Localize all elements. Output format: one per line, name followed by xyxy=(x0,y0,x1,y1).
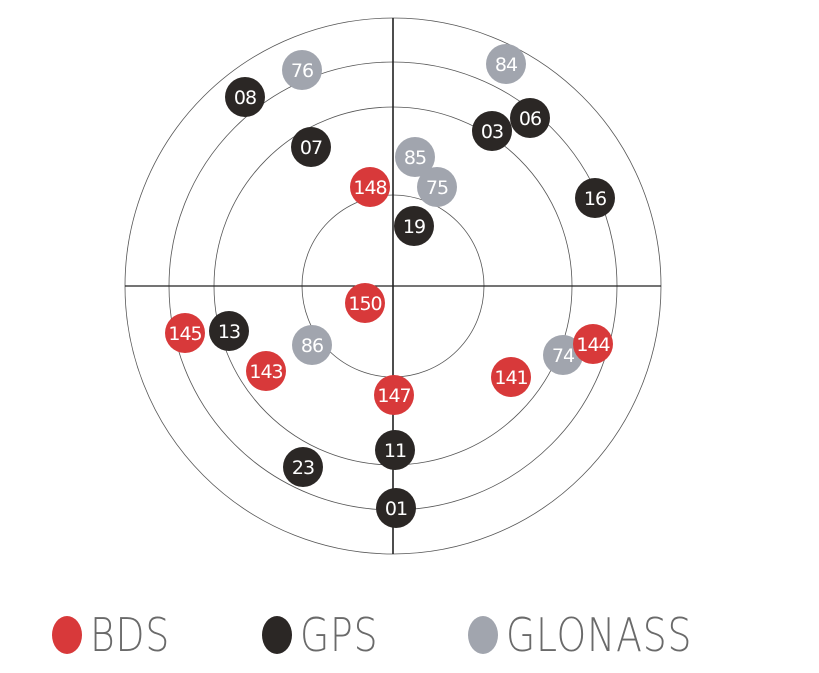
satellite-label: 19 xyxy=(403,216,425,238)
satellite-bds-143: 143 xyxy=(246,351,286,391)
satellite-marker xyxy=(246,351,286,391)
satellite-label: 23 xyxy=(292,457,314,479)
satellite-gps-03: 03 xyxy=(472,111,512,151)
satellite-marker xyxy=(350,167,390,207)
satellite-label: 07 xyxy=(300,137,322,159)
satellite-label: 06 xyxy=(519,108,541,130)
satellite-label: 74 xyxy=(552,345,575,367)
satellite-marker xyxy=(376,488,416,528)
legend-label: GPS xyxy=(300,608,379,662)
satellite-label: 141 xyxy=(494,367,527,389)
satellite-marker xyxy=(394,206,434,246)
satellite-label: 11 xyxy=(384,440,406,462)
satellite-label: 144 xyxy=(576,334,610,356)
satellite-glonass-75: 75 xyxy=(417,167,457,207)
satellite-marker xyxy=(225,77,265,117)
bds-dot-icon xyxy=(52,616,82,654)
satellite-marker xyxy=(282,50,322,90)
satellite-gps-16: 16 xyxy=(575,178,615,218)
satellite-bds-144: 144 xyxy=(573,324,613,364)
satellite-bds-145: 145 xyxy=(165,313,205,353)
satellite-gps-08: 08 xyxy=(225,77,265,117)
satellite-label: 13 xyxy=(218,321,240,343)
legend-item-glonass: GLONASS xyxy=(468,605,733,665)
satellite-glonass-76: 76 xyxy=(282,50,322,90)
satellite-gps-13: 13 xyxy=(209,311,249,351)
satellite-marker xyxy=(491,357,531,397)
satellite-marker xyxy=(575,178,615,218)
satellite-marker xyxy=(486,44,526,84)
legend-label: BDS xyxy=(90,608,171,662)
satellite-marker xyxy=(510,98,550,138)
glonass-dot-icon xyxy=(468,616,498,654)
satellite-label: 85 xyxy=(404,147,426,169)
legend-label: GLONASS xyxy=(506,608,693,662)
satellite-label: 03 xyxy=(481,121,503,143)
gps-dot-icon xyxy=(262,616,292,654)
satellite-label: 145 xyxy=(168,323,201,345)
satellite-marker xyxy=(375,430,415,470)
satellite-label: 75 xyxy=(426,177,448,199)
satellite-bds-150: 150 xyxy=(345,283,385,323)
satellite-bds-148: 148 xyxy=(350,167,390,207)
satellite-label: 86 xyxy=(301,335,323,357)
satellite-marker xyxy=(417,167,457,207)
satellite-label: 148 xyxy=(353,177,386,199)
satellite-label: 01 xyxy=(385,498,407,520)
satellite-bds-141: 141 xyxy=(491,357,531,397)
legend: BDS GPS GLONASS xyxy=(0,605,819,665)
satellite-glonass-74: 74 xyxy=(543,335,583,375)
satellite-label: 84 xyxy=(495,54,518,76)
legend-item-bds: BDS xyxy=(52,605,188,665)
satellite-label: 08 xyxy=(234,87,256,109)
satellite-marker xyxy=(283,447,323,487)
satellite-marker xyxy=(165,313,205,353)
satellite-marker xyxy=(291,127,331,167)
legend-item-gps: GPS xyxy=(262,605,396,665)
satellite-glonass-84: 84 xyxy=(486,44,526,84)
satellite-marker xyxy=(472,111,512,151)
satellite-gps-11: 11 xyxy=(375,430,415,470)
satellite-glonass-85: 85 xyxy=(395,137,435,177)
satellite-marker xyxy=(543,335,583,375)
satellite-bds-147: 147 xyxy=(374,375,414,415)
satellite-label: 147 xyxy=(377,385,410,407)
satellite-marker xyxy=(374,375,414,415)
satellite-marker xyxy=(345,283,385,323)
satellite-marker xyxy=(573,324,613,364)
satellite-gps-23: 23 xyxy=(283,447,323,487)
satellite-glonass-86: 86 xyxy=(292,325,332,365)
satellite-gps-06: 06 xyxy=(510,98,550,138)
satellite-marker xyxy=(395,137,435,177)
satellite-gps-19: 19 xyxy=(394,206,434,246)
satellite-marker xyxy=(209,311,249,351)
grid xyxy=(124,17,662,555)
satellite-label: 150 xyxy=(348,293,381,315)
satellite-label: 16 xyxy=(584,188,606,210)
satellite-label: 76 xyxy=(291,60,313,82)
satellite-gps-07: 07 xyxy=(291,127,331,167)
satellite-label: 143 xyxy=(249,361,282,383)
satellite-gps-01: 01 xyxy=(376,488,416,528)
satellite-marker xyxy=(292,325,332,365)
